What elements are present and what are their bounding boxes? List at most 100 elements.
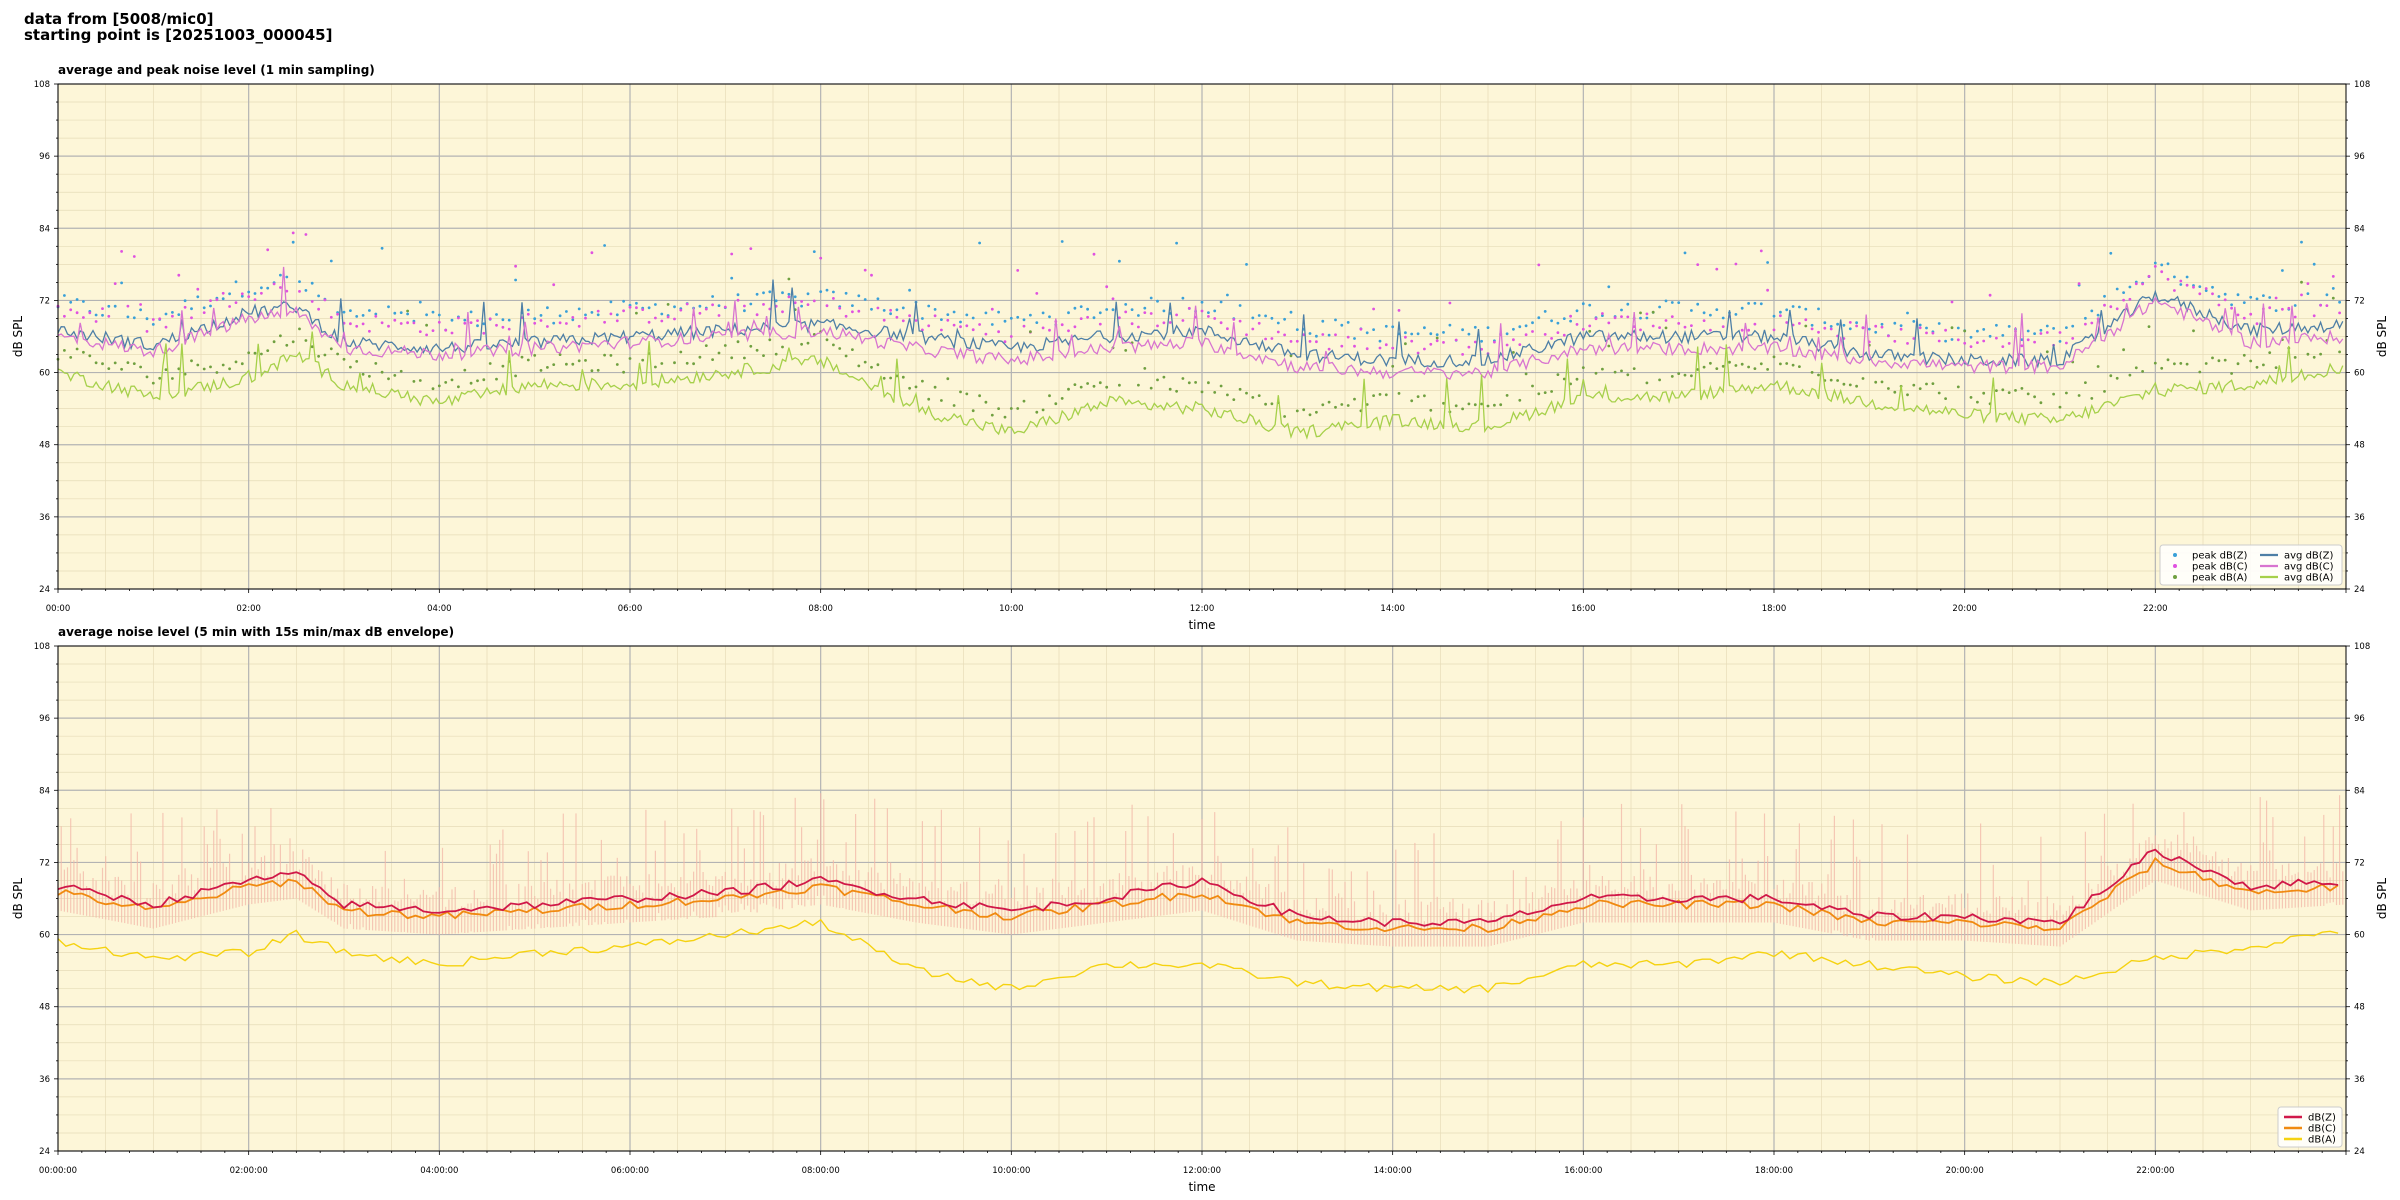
peak-point — [336, 312, 339, 316]
peak-point — [978, 394, 981, 398]
peak-point — [584, 359, 587, 362]
peak-point — [2122, 291, 2126, 294]
peak-point — [901, 375, 905, 379]
peak-point — [1397, 392, 1401, 395]
x-tick-label: 06:00 — [618, 604, 643, 614]
y-tick-label-left: 36 — [39, 1075, 50, 1085]
legend-entry: dB(C) — [2308, 1124, 2336, 1135]
peak-point — [2103, 303, 2106, 307]
peak-point — [577, 307, 581, 311]
peak-point — [1550, 337, 1553, 340]
peak-point — [190, 307, 193, 311]
peak-point — [520, 355, 524, 359]
x-axis-label: time — [1188, 618, 1215, 632]
peak-point — [1461, 407, 1464, 411]
peak-point — [495, 323, 498, 327]
peak-point — [1626, 373, 1630, 377]
peak-point — [2217, 359, 2221, 363]
peak-point — [679, 308, 683, 312]
peak-point — [380, 321, 384, 325]
peak-point — [63, 349, 66, 352]
peak-point — [1918, 387, 1922, 390]
peak-point — [431, 387, 435, 391]
peak-point — [844, 354, 848, 358]
peak-point — [1683, 373, 1687, 377]
peak-point — [2338, 300, 2342, 304]
peak-point — [1969, 345, 1973, 348]
peak-point — [1353, 344, 1356, 348]
peak-point — [1067, 387, 1070, 391]
peak-point — [2077, 282, 2081, 286]
peak-point — [533, 321, 537, 325]
peak-point — [1601, 314, 1604, 317]
peak-point — [1575, 309, 1579, 313]
peak-point — [399, 369, 403, 373]
peak-point — [2331, 275, 2335, 278]
peak-point — [723, 344, 727, 347]
peak-point — [1295, 409, 1299, 413]
peak-point — [2338, 311, 2342, 315]
peak-point — [393, 318, 397, 322]
peak-point — [1302, 408, 1306, 412]
peak-point — [1162, 309, 1166, 313]
peak-point — [1670, 315, 1674, 318]
peak-point — [164, 312, 168, 316]
peak-point — [2071, 337, 2075, 340]
peak-point — [927, 324, 931, 328]
peak-point — [1772, 355, 1776, 359]
peak-point — [317, 294, 320, 298]
peak-point — [463, 368, 467, 372]
peak-point — [1295, 339, 1299, 343]
peak-point — [1162, 321, 1166, 325]
peak-point — [1683, 325, 1687, 329]
peak-point — [1079, 385, 1083, 389]
peak-point — [1493, 403, 1496, 407]
peak-point — [1804, 318, 1808, 322]
peak-point — [1550, 319, 1553, 323]
peak-point — [959, 390, 962, 394]
peak-point — [1956, 326, 1960, 330]
peak-point — [1041, 408, 1045, 412]
peak-point — [2096, 313, 2100, 317]
peak-point — [1048, 328, 1051, 332]
peak-point — [202, 367, 206, 371]
peak-point — [1327, 400, 1331, 404]
peak-point — [965, 324, 969, 328]
peak-point — [2242, 316, 2246, 320]
peak-point — [1601, 312, 1604, 315]
peak-point — [2173, 275, 2176, 279]
peak-point — [832, 297, 835, 300]
peak-point — [1391, 364, 1395, 368]
peak-point — [959, 325, 962, 329]
peak-point — [628, 305, 632, 309]
peak-point — [418, 300, 422, 304]
peak-point — [2236, 362, 2240, 366]
peak-point — [1009, 335, 1013, 338]
peak-point — [221, 363, 225, 367]
peak-point — [253, 298, 257, 301]
peak-point — [584, 316, 587, 320]
y-tick-label-right: 96 — [2354, 152, 2365, 162]
peak-point — [1709, 313, 1712, 317]
peak-point — [1912, 383, 1916, 387]
peak-point — [1594, 317, 1598, 321]
peak-point — [2090, 321, 2094, 325]
peak-point — [1581, 302, 1585, 306]
peak-point — [673, 361, 676, 365]
peak-point — [1747, 328, 1750, 332]
peak-point — [863, 298, 867, 301]
peak-point — [209, 299, 212, 302]
peak-point — [291, 231, 295, 235]
peak-point — [1651, 310, 1655, 314]
peak-point — [749, 344, 753, 348]
peak-point — [2058, 331, 2062, 334]
peak-point — [1785, 308, 1789, 312]
peak-point — [1518, 398, 1522, 402]
peak-point — [1842, 323, 1846, 327]
peak-point — [1836, 379, 1839, 382]
peak-point — [2223, 298, 2227, 302]
peak-point — [2179, 279, 2183, 283]
y-tick-label-left: 96 — [39, 714, 50, 724]
peak-point — [2166, 262, 2170, 266]
peak-point — [1270, 402, 1274, 406]
